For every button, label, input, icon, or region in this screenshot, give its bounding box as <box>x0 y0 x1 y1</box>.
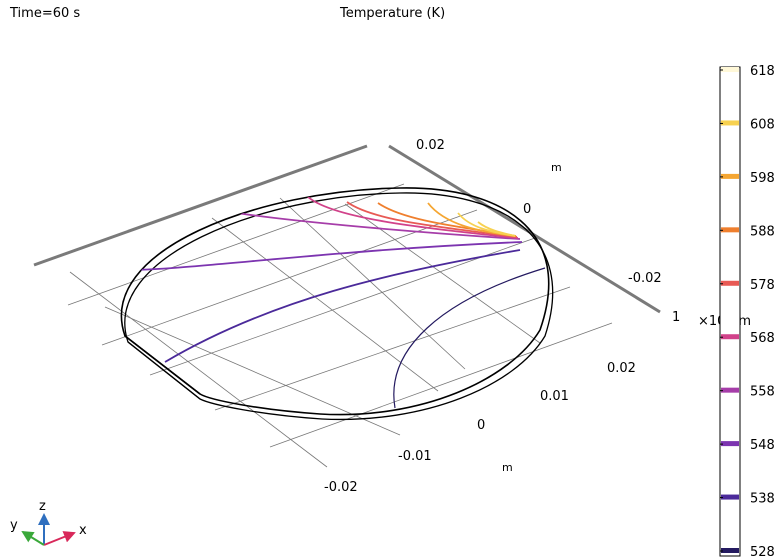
wafer-outline <box>120 187 554 421</box>
colorbar: 618 608 598 588 578 568 558 548 538 528 <box>719 64 775 560</box>
axis-frame <box>33 144 661 314</box>
x-tick-label: 0 <box>477 418 485 433</box>
contour-538 <box>164 249 521 363</box>
colorbar-tick-label: 578 <box>750 278 775 293</box>
y-tick-label: 0.02 <box>416 138 445 153</box>
colorbar-swatch <box>721 227 739 233</box>
colorbar-swatch <box>721 334 739 340</box>
colorbar-swatch <box>721 173 739 179</box>
colorbar-tick-label: 598 <box>750 171 775 186</box>
x-tick-label: -0.02 <box>324 480 358 495</box>
contour-568 <box>306 195 519 239</box>
y-tick-label: 0 <box>523 202 531 217</box>
colorbar-swatches <box>720 67 739 553</box>
plot-title: Temperature (K) <box>340 6 446 21</box>
x-tick-label: 0.02 <box>607 361 636 376</box>
colorbar-swatch <box>721 387 739 393</box>
colorbar-tick-label: 568 <box>750 331 775 346</box>
x-tick-label: -0.01 <box>398 449 432 464</box>
x-axis-labels: 0.02 0.01 0 m -0.01 -0.02 <box>324 361 636 495</box>
colorbar-swatch <box>721 67 739 72</box>
x-axis-line <box>388 144 661 314</box>
colorbar-swatch <box>721 548 739 553</box>
triad-z-label: z <box>39 499 46 514</box>
colorbar-tick-label: 558 <box>750 385 775 400</box>
y-axis-labels: 0.02 m 0 -0.02 <box>416 138 662 286</box>
colorbar-tick-label: 538 <box>750 492 775 507</box>
colorbar-swatch <box>721 280 739 286</box>
colorbar-frame <box>719 66 741 557</box>
colorbar-swatch <box>721 441 739 447</box>
triad-y-arrow <box>21 530 45 546</box>
y-unit-label: m <box>551 161 562 174</box>
colorbar-tick-label: 608 <box>750 117 775 132</box>
time-label: Time=60 s <box>10 6 81 21</box>
contour-528 <box>393 267 546 409</box>
colorbar-labels: 618 608 598 588 578 568 558 548 538 528 <box>750 64 775 560</box>
grid <box>67 183 613 468</box>
triad-x-arrow <box>43 531 76 546</box>
colorbar-tick-label: 528 <box>750 545 775 560</box>
y-axis-line <box>33 144 368 267</box>
contour-578 <box>346 201 518 238</box>
colorbar-swatch <box>721 120 739 126</box>
axis-triad[interactable]: z x y <box>10 499 87 546</box>
contour-558 <box>212 208 521 240</box>
y-tick-label: -0.02 <box>628 271 662 286</box>
colorbar-tick-label: 548 <box>750 438 775 453</box>
contour-608b <box>477 221 516 237</box>
contour-548 <box>127 241 523 271</box>
colorbar-swatch <box>721 494 739 500</box>
triad-x-label: x <box>79 523 87 538</box>
colorbar-tick-label: 588 <box>750 224 775 239</box>
triad-y-label: y <box>10 518 18 533</box>
colorbar-tick-label: 618 <box>750 64 775 79</box>
x-unit-label: m <box>502 461 513 474</box>
x-tick-label: 0.01 <box>540 389 569 404</box>
z-tick-label: 1 <box>672 310 680 325</box>
